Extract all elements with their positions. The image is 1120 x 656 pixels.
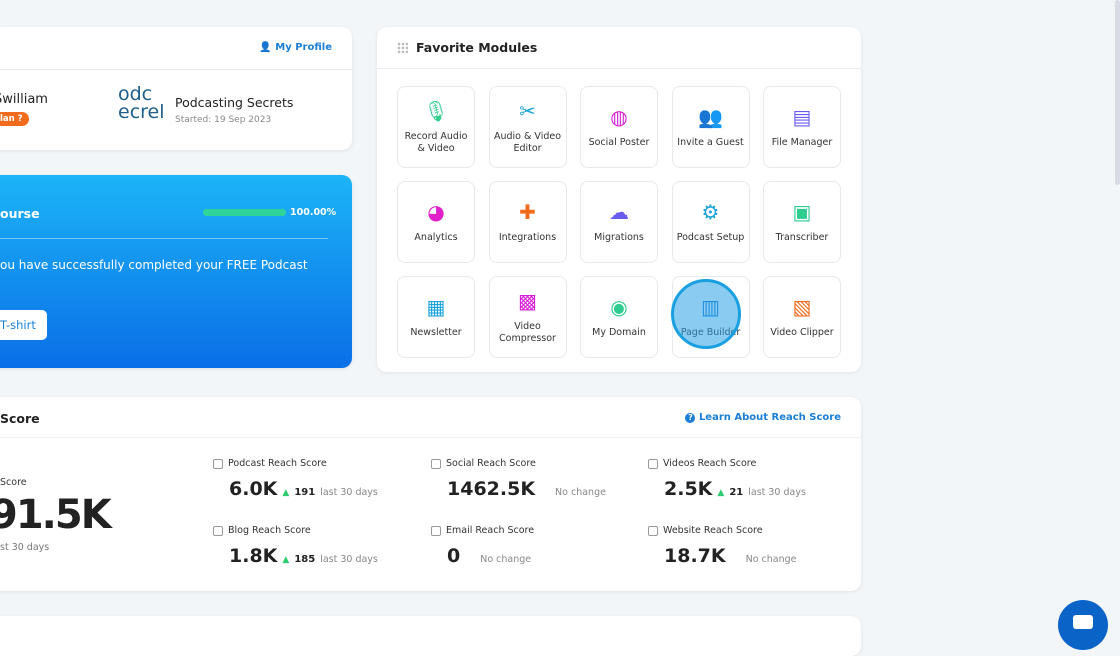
module-tile-newsletter[interactable]: ▦ Newsletter — [397, 276, 475, 358]
microphone-icon — [213, 458, 223, 469]
progress-label: 100.00% — [290, 207, 337, 218]
podcast-started: Started: 19 Sep 2023 — [175, 115, 272, 125]
module-label: Integrations — [498, 232, 557, 243]
course-card: ourse 100.00% ou have successfully compl… — [0, 175, 352, 368]
reach-item-value: 1.8K ▲ 185 last 30 days — [229, 545, 378, 567]
my-profile-link[interactable]: 👤 My Profile — [259, 42, 332, 53]
trend-up-icon: ▲ — [282, 488, 290, 498]
module-label: File Manager — [771, 137, 833, 148]
reach-item-value: 18.7K No change — [664, 545, 797, 567]
gear-icon: ⚙ — [701, 200, 720, 224]
module-label: Analytics — [414, 232, 458, 243]
globe-icon: ◉ — [610, 295, 628, 319]
reach-item-value: 2.5K ▲ 21 last 30 days — [664, 478, 806, 500]
layout-icon: ▥ — [701, 295, 720, 319]
module-label: Audio & Video Editor — [493, 131, 562, 154]
reach-item-label: Email Reach Score — [431, 525, 534, 536]
course-title: ourse — [0, 206, 40, 221]
module-tile-page-builder[interactable]: ▥ Page Builder — [670, 276, 750, 358]
module-label: Invite a Guest — [677, 137, 744, 148]
folder-file-icon: ▤ — [792, 105, 812, 129]
module-tile-social-poster[interactable]: ◍ Social Poster — [580, 86, 658, 168]
chat-icon — [431, 458, 441, 469]
tshirt-button[interactable]: T-shirt — [0, 310, 47, 340]
module-tile-file-manager[interactable]: ▤ File Manager — [763, 86, 841, 168]
globe-share-icon: ◍ — [610, 105, 628, 129]
editor-icon: ✂ — [519, 99, 536, 123]
scrollbar-thumb[interactable] — [1115, 0, 1120, 185]
module-tile-my-domain[interactable]: ◉ My Domain — [580, 276, 658, 358]
modules-title: Favorite Modules — [416, 40, 538, 55]
chat-icon — [1073, 615, 1093, 629]
grid-icon — [397, 42, 408, 53]
help-icon: ? — [685, 413, 696, 423]
module-label: Podcast Setup — [676, 232, 745, 243]
module-tile-migrations[interactable]: ☁ Migrations — [580, 181, 658, 263]
video-icon — [648, 458, 658, 469]
progress-bar — [203, 209, 286, 216]
module-label: Social Poster — [588, 137, 650, 148]
podcast-title: Podcasting Secrets — [175, 95, 294, 110]
total-reach-value: 91.5K — [0, 492, 112, 538]
module-tile-audio-video-editor[interactable]: ✂ Audio & Video Editor — [488, 86, 567, 168]
notebook-pen-icon: ▣ — [792, 200, 812, 224]
course-message: ou have successfully completed your FREE… — [0, 258, 308, 272]
learn-reach-score-link[interactable]: ? Learn About Reach Score — [685, 412, 841, 423]
podcast-logo[interactable]: odc ecrel — [118, 85, 165, 123]
module-tile-podcast-setup[interactable]: ⚙ Podcast Setup — [671, 181, 750, 263]
cloud-sync-icon: ☁ — [609, 200, 629, 224]
divider — [0, 437, 861, 438]
module-label: Page Builder — [680, 327, 741, 338]
total-reach-sub: st 30 days — [0, 542, 50, 553]
add-guest-icon: 👥 — [698, 105, 723, 129]
user-name: Swilliam — [0, 92, 48, 107]
reach-item-label: Website Reach Score — [648, 525, 763, 536]
module-tile-video-clipper[interactable]: ▧ Video Clipper — [763, 276, 841, 358]
module-label: Record Audio & Video — [404, 131, 468, 154]
reach-item-value: 1462.5K No change — [447, 478, 606, 500]
module-label: Video Compressor — [499, 321, 556, 344]
pie-chart-icon: ◕ — [427, 200, 445, 224]
divider — [377, 68, 861, 69]
next-card — [0, 616, 861, 656]
video-stack-icon: ▧ — [792, 295, 812, 319]
module-label: Newsletter — [410, 327, 462, 338]
inbox-icon — [431, 525, 441, 536]
globe-icon — [213, 525, 223, 536]
divider — [0, 238, 328, 239]
chat-button[interactable] — [1058, 600, 1108, 650]
browser-icon — [648, 525, 658, 536]
module-tile-analytics[interactable]: ◕ Analytics — [397, 181, 475, 263]
plan-badge[interactable]: lan ? — [0, 112, 29, 126]
trend-up-icon: ▲ — [717, 488, 725, 498]
reach-item-label: Social Reach Score — [431, 458, 536, 469]
total-reach-label: Score — [0, 477, 27, 488]
module-label: My Domain — [592, 327, 646, 338]
module-label: Video Clipper — [770, 327, 834, 338]
reach-item-label: Podcast Reach Score — [213, 458, 327, 469]
reach-item-value: 0 No change — [447, 545, 532, 567]
puzzle-icon: ✚ — [519, 200, 536, 224]
reach-item-label: Blog Reach Score — [213, 525, 311, 536]
module-tile-integrations[interactable]: ✚ Integrations — [488, 181, 567, 263]
favorite-modules-card: Favorite Modules 🎙 Record Audio & Video ✂ A… — [377, 27, 861, 372]
reach-title: Score — [0, 411, 40, 426]
newspaper-icon: ▦ — [426, 295, 446, 319]
reach-score-card: Score ? Learn About Reach Score Score 91… — [0, 397, 861, 591]
user-icon: 👤 — [259, 42, 272, 53]
module-tile-record-audio-video[interactable]: 🎙 Record Audio & Video — [397, 86, 475, 168]
film-icon: ▩ — [518, 289, 537, 313]
module-tile-invite-a-guest[interactable]: 👥 Invite a Guest — [671, 86, 750, 168]
module-tile-video-compressor[interactable]: ▩ Video Compressor — [488, 276, 567, 358]
module-label: Migrations — [594, 232, 644, 243]
microphone-icon: 🎙 — [423, 99, 449, 123]
reach-item-value: 6.0K ▲ 191 last 30 days — [229, 478, 378, 500]
module-tile-transcriber[interactable]: ▣ Transcriber — [763, 181, 841, 263]
module-label: Transcriber — [775, 232, 829, 243]
reach-item-label: Videos Reach Score — [648, 458, 756, 469]
trend-up-icon: ▲ — [282, 555, 290, 565]
divider — [0, 69, 352, 70]
